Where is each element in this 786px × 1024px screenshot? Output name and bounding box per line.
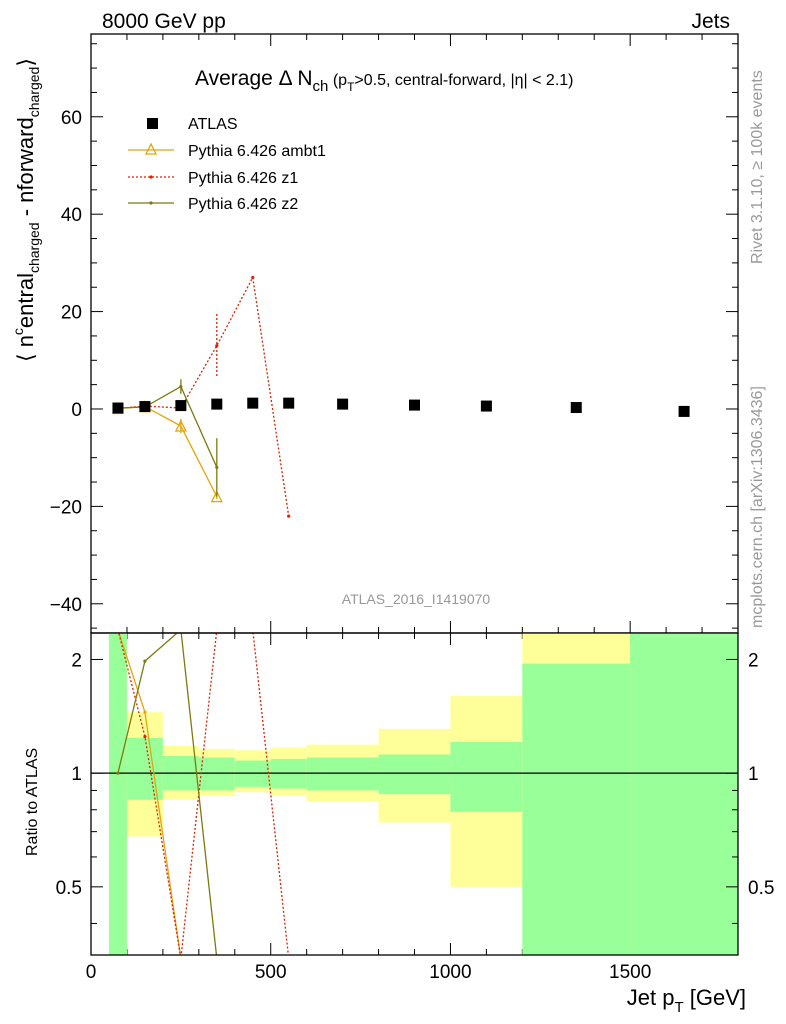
legend-z2-marker xyxy=(149,201,153,205)
main-ytick-label-0: −40 xyxy=(50,595,82,616)
legend-z1-marker xyxy=(149,175,153,179)
main-title-sub-ch: ch xyxy=(313,78,329,95)
ratio-ytick-label-right-1: 1 xyxy=(748,764,759,785)
marker-2-4 xyxy=(251,275,255,280)
legend: ATLAS Pythia 6.426 ambt1 Pythia 6.426 z1… xyxy=(128,116,326,213)
marker-1-2 xyxy=(174,419,187,432)
main-ytick-label-4: 40 xyxy=(61,205,82,226)
main-title-text: Average Δ N xyxy=(195,67,313,90)
series-line-2 xyxy=(117,275,290,517)
marker-2-5 xyxy=(287,514,291,518)
legend-ambt1-label: Pythia 6.426 ambt1 xyxy=(188,143,326,160)
main-ytick-label-3: 20 xyxy=(61,303,82,324)
ylabel-sub-charged-1: charged xyxy=(26,222,42,273)
xlabel-unit: [GeV] xyxy=(684,985,746,1010)
mcplots-label: mcplots.cern.ch [arXiv:1306.3436] xyxy=(749,386,766,628)
marker-1-3 xyxy=(210,490,223,503)
xlabel-main: Jet p xyxy=(627,985,675,1010)
main-ytick-label-1: −20 xyxy=(50,497,82,518)
xlabel: Jet pT [GeV] xyxy=(627,985,746,1016)
ratio-ytick-label-left-0: 0.5 xyxy=(56,878,82,899)
atlas-point-2 xyxy=(175,400,187,412)
green-band-8 xyxy=(450,741,523,812)
atlas-point-6 xyxy=(337,398,349,410)
atlas-point-8 xyxy=(480,400,492,412)
series-line-1 xyxy=(117,405,218,497)
jets-label: Jets xyxy=(691,10,730,33)
main-title-cut-open: (p xyxy=(328,72,347,89)
x-tick-label-3: 1500 xyxy=(609,962,651,983)
ylabel-forward: forward xyxy=(13,117,38,190)
ratio-point-0-1 xyxy=(143,710,147,714)
green-band-6 xyxy=(306,757,379,791)
ratio-line-2 xyxy=(117,633,218,955)
legend-ambt1-marker xyxy=(144,142,158,155)
green-band-5 xyxy=(270,759,307,789)
atlas-point-9 xyxy=(570,402,582,414)
legend-z1-label: Pythia 6.426 z1 xyxy=(188,170,298,187)
marker-3-3 xyxy=(215,465,219,470)
ylabel-sub-charged-2: charged xyxy=(26,67,42,118)
ylabel-mid: - n xyxy=(13,191,38,223)
ratio-ytick-label-left-2: 2 xyxy=(71,650,82,671)
ratio-ylabel: Ratio to ATLAS xyxy=(24,748,41,856)
x-tick-label-1: 500 xyxy=(255,962,287,983)
atlas-point-4 xyxy=(247,397,259,409)
legend-atlas-marker xyxy=(147,118,158,129)
main-title-cut: >0.5, central-forward, |η| < 2.1) xyxy=(354,72,573,89)
main-ytick-label-5: 60 xyxy=(61,108,82,129)
ratio-point-1-1 xyxy=(143,734,147,739)
ylabel-close: ⟩ xyxy=(13,58,38,67)
ratio-point-2-1 xyxy=(143,659,147,663)
main-title: Average Δ Nch (pT>0.5, central-forward, … xyxy=(195,67,574,95)
atlas-point-7 xyxy=(409,399,420,411)
main-ytick-label-2: 0 xyxy=(71,400,82,421)
series-line-3 xyxy=(117,385,218,468)
green-band-9 xyxy=(522,663,631,955)
green-band-1 xyxy=(126,737,163,800)
analysis-id: ATLAS_2016_I1419070 xyxy=(342,591,491,607)
rivet-label: Rivet 3.1.10, ≥ 100k events xyxy=(749,70,766,264)
ratio-point-2-0 xyxy=(116,771,120,775)
legend-atlas-label: ATLAS xyxy=(188,116,238,133)
xlabel-sub-t: T xyxy=(674,999,683,1016)
ratio-bands xyxy=(108,633,738,955)
main-data xyxy=(111,275,690,518)
x-tick-label-2: 1000 xyxy=(429,962,471,983)
legend-z2-label: Pythia 6.426 z2 xyxy=(188,196,298,213)
ratio-ytick-label-right-0: 0.5 xyxy=(748,878,774,899)
green-band-3 xyxy=(198,757,235,791)
ratio-panel: 0 500 1000 1500 0.5 0.5 1 1 2 2 xyxy=(56,632,774,983)
atlas-point-0 xyxy=(112,402,124,414)
atlas-point-10 xyxy=(678,405,690,417)
green-band-7 xyxy=(378,754,451,795)
ylabel-sup-c: c xyxy=(10,328,26,335)
ylabel-open: ⟨ n xyxy=(13,335,38,362)
main-title-sub-t: T xyxy=(347,80,355,94)
ratio-lines xyxy=(116,633,289,955)
green-band-10 xyxy=(630,633,738,955)
atlas-point-1 xyxy=(139,401,151,413)
atlas-point-3 xyxy=(211,398,223,410)
ratio-ytick-label-right-2: 2 xyxy=(748,650,759,671)
marker-2-3 xyxy=(215,344,219,348)
marker-3-2 xyxy=(179,384,183,389)
ratio-frame xyxy=(90,632,739,956)
main-ylabel: ⟨ ncentralcharged - nforwardcharged⟩ xyxy=(10,58,42,362)
x-tick-label-0: 0 xyxy=(86,962,97,983)
ylabel-entral: entral xyxy=(13,273,38,328)
atlas-point-5 xyxy=(283,397,295,409)
ratio-ytick-label-left-1: 1 xyxy=(71,764,82,785)
green-band-0 xyxy=(108,633,127,955)
energy-label: 8000 GeV pp xyxy=(102,10,226,33)
